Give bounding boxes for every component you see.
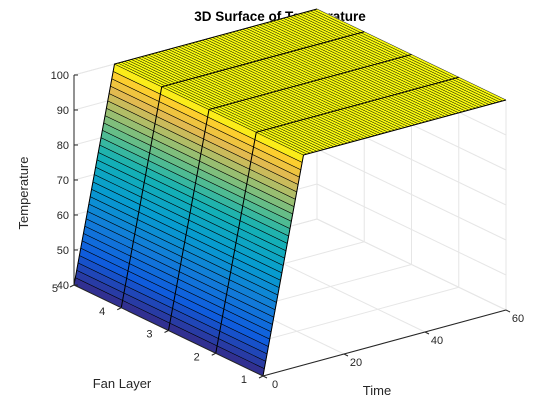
temperature-tick-label: 80 (57, 140, 69, 152)
time-tick-label: 0 (272, 379, 278, 391)
fan-layer-axis-label: Fan Layer (93, 376, 152, 391)
time-axis-label: Time (363, 383, 391, 398)
temperature-tick-label: 50 (57, 245, 69, 257)
time-tick (344, 354, 348, 356)
fan-layer-tick (165, 331, 169, 333)
fan-layer-tick-label: 1 (241, 374, 247, 386)
time-tick-label: 40 (431, 335, 443, 347)
fan-layer-tick-label: 4 (99, 306, 105, 318)
temperature-axis-label: Temperature (16, 157, 31, 230)
time-tick (506, 310, 510, 312)
fan-layer-tick-label: 2 (194, 351, 200, 363)
fan-layer-tick (212, 353, 216, 355)
fan-layer-tick-label: 3 (146, 329, 152, 341)
time-tick-label: 60 (512, 313, 524, 325)
fan-layer-tick (259, 376, 263, 378)
temperature-tick-label: 70 (57, 175, 69, 187)
fan-layer-tick (117, 308, 121, 310)
fan-layer-tick (70, 285, 74, 287)
temperature-tick-label: 60 (57, 210, 69, 222)
time-tick (263, 376, 267, 378)
temperature-tick-label: 40 (57, 280, 69, 292)
time-tick (425, 332, 429, 334)
time-tick-label: 20 (350, 357, 362, 369)
temperature-tick-label: 90 (57, 105, 69, 117)
temperature-tick-label: 100 (51, 70, 69, 82)
